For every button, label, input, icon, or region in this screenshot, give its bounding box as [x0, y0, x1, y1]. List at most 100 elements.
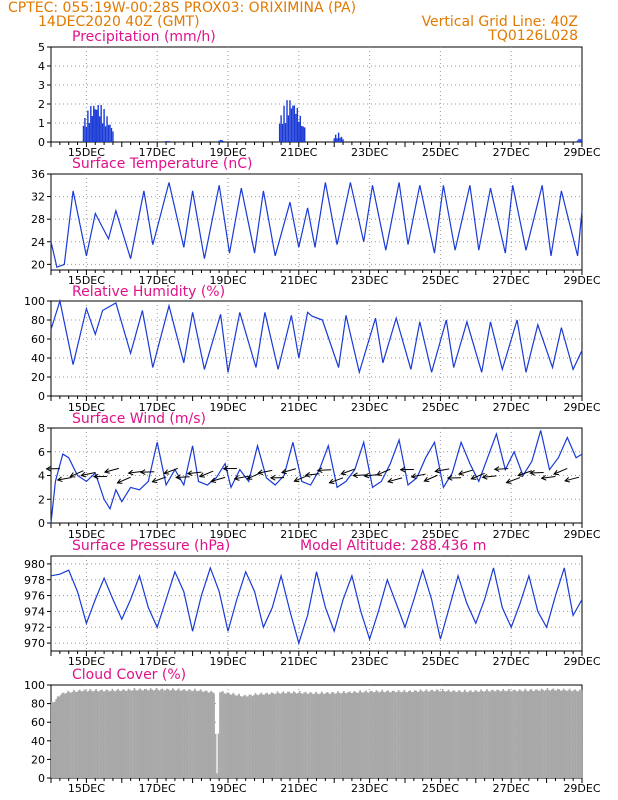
cloud-bar — [343, 691, 345, 778]
wind-arrow-shaft — [317, 469, 332, 471]
cloud-bar — [292, 691, 295, 778]
cloud-bar — [363, 691, 366, 778]
rh-ytick-label: 20 — [31, 371, 45, 384]
cloud-bar — [527, 691, 530, 778]
cloud-bar — [573, 689, 575, 778]
wind-arrow-shaft — [234, 475, 249, 480]
wind-arrow-head — [139, 469, 146, 475]
precip-xtick-label: 21DEC — [280, 146, 317, 159]
cloud-ytick-label: 20 — [31, 753, 45, 766]
cloud-bar — [270, 692, 273, 778]
wind-arrow-head — [103, 468, 110, 474]
cloud-bar — [570, 690, 572, 778]
wind-arrow-shaft — [482, 475, 497, 478]
wind-arrow-shaft — [506, 477, 521, 484]
cloud-bar — [444, 691, 447, 778]
cloud-bar — [207, 692, 210, 778]
cloud-bar — [112, 690, 115, 778]
cloud-bar — [512, 689, 515, 778]
cloud-bar — [217, 733, 220, 778]
precip-bar — [287, 115, 290, 142]
cloud-bar — [403, 689, 406, 778]
pressure-ytick-label: 980 — [24, 558, 45, 571]
cloud-bar — [96, 691, 99, 778]
precip-bar — [90, 106, 92, 142]
cloud-bar — [124, 690, 127, 778]
cloud-bar — [95, 689, 97, 778]
cloud-bar — [108, 691, 111, 778]
cloud-bar — [328, 693, 330, 778]
cloud-bar — [549, 690, 552, 778]
cloud-bar — [565, 691, 568, 778]
wind-arrow-head — [257, 469, 264, 476]
cloud-bar — [191, 691, 193, 778]
wind-arrow-head — [233, 475, 240, 481]
cloud-bar — [79, 689, 81, 778]
cloud-bar — [571, 691, 574, 778]
cloud-bar — [287, 691, 289, 778]
cloud-bar — [335, 693, 338, 778]
cloud-bar — [418, 691, 420, 778]
precip-bar — [96, 109, 98, 142]
wind-xtick-label: 17DEC — [139, 528, 176, 541]
cloud-bar — [301, 693, 304, 778]
cloud-bar — [487, 691, 490, 778]
temp-ytick-label: 20 — [31, 258, 45, 271]
cloud-bar — [56, 696, 59, 778]
precip-bar — [278, 123, 281, 142]
cloud-bar — [369, 690, 372, 778]
wind-arrow-shaft — [294, 475, 308, 482]
cloud-bar — [450, 691, 453, 778]
precip-ytick-label: 0 — [38, 136, 45, 149]
wind-arrow-shaft — [387, 477, 403, 483]
cloud-bar — [303, 692, 305, 778]
cloud-bar — [483, 691, 485, 778]
cloud-bar — [468, 691, 471, 778]
cloud-bar — [344, 692, 347, 778]
cloud-bar — [528, 690, 531, 778]
cloud-ytick-label: 40 — [31, 735, 45, 748]
wind-arrow-shaft — [564, 476, 580, 482]
cloud-bar — [179, 690, 181, 778]
cloud-bar — [486, 689, 488, 778]
cloud-bar — [278, 693, 280, 778]
precip-bar — [342, 139, 344, 142]
cloud-bar — [295, 693, 298, 778]
cloud-bar — [282, 691, 285, 778]
cloud-bar — [405, 691, 407, 778]
cloud-xtick-label: 17DEC — [139, 782, 176, 795]
cloud-bar — [378, 692, 381, 778]
cloud-bar — [502, 688, 505, 778]
cloud-bar — [365, 690, 367, 778]
cloud-bar — [169, 690, 171, 778]
precip-bar — [100, 104, 102, 142]
cloud-bar — [312, 694, 314, 778]
precip-bar — [334, 134, 337, 142]
cloud-bar — [433, 691, 435, 778]
wind-arrow-shaft — [57, 477, 72, 481]
cloud-bar — [399, 691, 401, 778]
pressure-frame — [50, 555, 583, 652]
temp-xtick-label: 25DEC — [422, 274, 459, 287]
cloud-bar — [384, 692, 387, 778]
cloud-bar — [228, 692, 230, 778]
wind-arrow-head — [80, 471, 87, 478]
precip-bar — [97, 105, 99, 142]
cloud-bar — [531, 690, 534, 778]
wind-xtick-label: 23DEC — [351, 528, 388, 541]
rh-xtick-label: 27DEC — [493, 401, 530, 414]
wind-arrow-head — [540, 474, 547, 481]
cloud-bar — [171, 688, 174, 778]
precip-bar — [218, 140, 220, 142]
cloud-bar — [568, 688, 571, 778]
cloud-bar — [173, 689, 176, 778]
cloud-bar — [465, 691, 468, 778]
cloud-bar — [372, 692, 375, 778]
cloud-bar — [481, 690, 484, 778]
cloud-bar — [70, 692, 72, 778]
cloud-bar — [419, 689, 422, 778]
wind-arrow-head — [505, 478, 512, 484]
cloud-bar — [194, 688, 196, 778]
precip-bar — [301, 125, 303, 142]
